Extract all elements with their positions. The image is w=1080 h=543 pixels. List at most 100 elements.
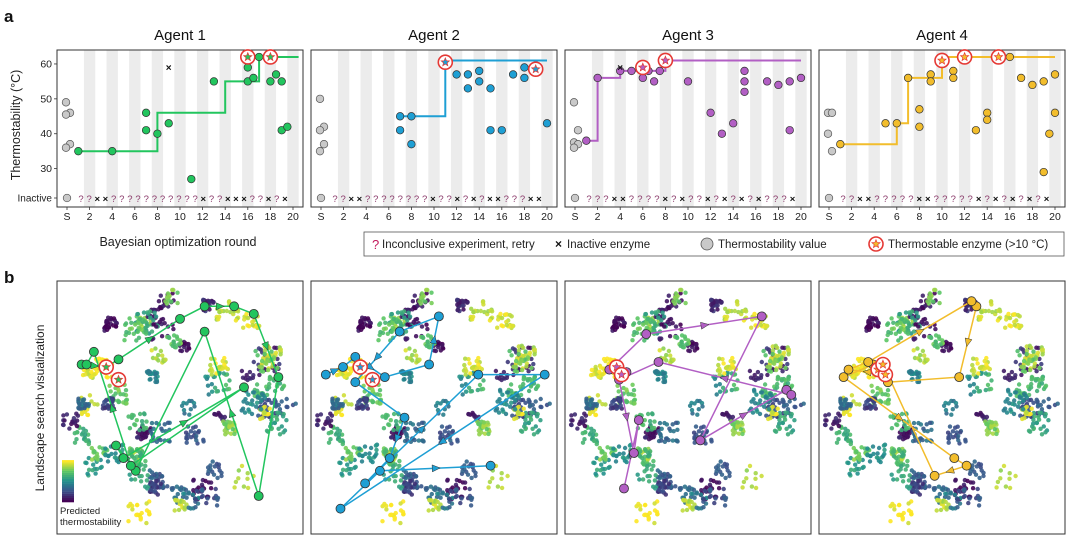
landscape-point [194, 488, 199, 494]
landscape-point [589, 426, 594, 431]
landscape-point [407, 314, 413, 319]
stripe [981, 50, 993, 207]
landscape-point [906, 478, 912, 483]
x-tick-label: 4 [109, 211, 115, 223]
landscape-point [584, 396, 589, 401]
landscape-point [245, 485, 251, 491]
landscape-point [678, 291, 683, 296]
data-point [796, 73, 806, 83]
landscape-point [445, 477, 450, 482]
x-tick-label: 20 [795, 211, 807, 223]
landscape-point [210, 368, 215, 374]
data-point [1016, 73, 1026, 83]
landscape-point [513, 398, 518, 403]
landscape-point [666, 348, 672, 354]
landscape-point [293, 401, 298, 406]
landscape-point [469, 475, 474, 481]
landscape-point [900, 453, 905, 459]
thermostable-star [262, 49, 279, 65]
landscape-point [920, 481, 925, 486]
landscape-point [131, 413, 136, 418]
landscape-point [688, 494, 694, 500]
landscape-point [262, 404, 267, 409]
landscape-point [749, 484, 755, 489]
landscape-point [734, 299, 740, 305]
inconclusive-mark: ? [595, 194, 600, 205]
landscape-point [847, 412, 853, 418]
landscape-point [480, 386, 486, 392]
landscape-point [267, 377, 272, 382]
landscape-point [892, 507, 897, 512]
landscape-point [85, 412, 91, 418]
landscape-point [601, 356, 607, 362]
x-tick-label: 12 [197, 211, 209, 223]
search-point [756, 311, 767, 322]
landscape-point [740, 485, 745, 490]
landscape-point [337, 438, 343, 444]
landscape-point [591, 438, 597, 444]
landscape-point [665, 319, 670, 325]
landscape-point [668, 353, 673, 358]
landscape-point [448, 438, 453, 443]
landscape-point [281, 383, 287, 388]
landscape-point [359, 404, 365, 409]
landscape-point [257, 364, 262, 369]
landscape-point [865, 446, 870, 451]
inactive-mark: × [620, 194, 626, 205]
landscape-point [607, 464, 612, 470]
landscape-point [905, 458, 910, 464]
landscape-point [391, 316, 397, 322]
landscape-point [487, 479, 493, 485]
landscape-point [126, 414, 131, 419]
landscape-point [253, 348, 258, 354]
landscape-point [1042, 414, 1048, 419]
landscape-point [779, 377, 784, 382]
landscape-point [946, 348, 951, 353]
landscape-point [461, 299, 466, 304]
landscape-point [495, 484, 501, 489]
landscape-point [438, 348, 443, 353]
search-point [653, 357, 664, 367]
data-point [209, 77, 219, 86]
thermostable-star-glyph [616, 369, 627, 379]
landscape-point [658, 432, 663, 437]
landscape-point [768, 415, 773, 421]
landscape-point [1002, 406, 1008, 411]
landscape-point [105, 459, 111, 464]
landscape-point [689, 499, 694, 505]
landscape-point [280, 414, 286, 419]
landscape-point [489, 309, 495, 314]
landscape-point [684, 342, 689, 347]
landscape-point [365, 316, 371, 321]
landscape-point [709, 297, 714, 302]
landscape-point [499, 476, 504, 481]
landscape-point [455, 302, 460, 307]
landscape-point [522, 424, 527, 429]
landscape-point [716, 362, 721, 368]
landscape-point [181, 499, 186, 505]
landscape-point [410, 422, 416, 427]
landscape-point [381, 316, 386, 321]
stripe [936, 50, 948, 207]
panel-label-a: a [4, 7, 14, 26]
landscape-point [842, 430, 848, 436]
landscape-point [149, 420, 155, 426]
landscape-point [670, 321, 675, 326]
data-point [949, 73, 958, 83]
inconclusive-mark: ? [586, 194, 591, 205]
inconclusive-mark: ? [646, 194, 651, 205]
stripe [727, 50, 739, 207]
landscape-point [462, 362, 467, 368]
inconclusive-mark: ? [968, 194, 973, 205]
x-tick-label: 4 [617, 211, 623, 223]
landscape-point [914, 488, 919, 494]
path-arrow [437, 436, 448, 445]
landscape-point [349, 402, 354, 407]
landscape-point [899, 316, 905, 322]
data-point [881, 119, 890, 128]
landscape-point [844, 406, 849, 411]
landscape-point [906, 331, 911, 336]
landscape-point [241, 325, 246, 330]
landscape-point [176, 507, 182, 513]
landscape-point [209, 389, 215, 394]
